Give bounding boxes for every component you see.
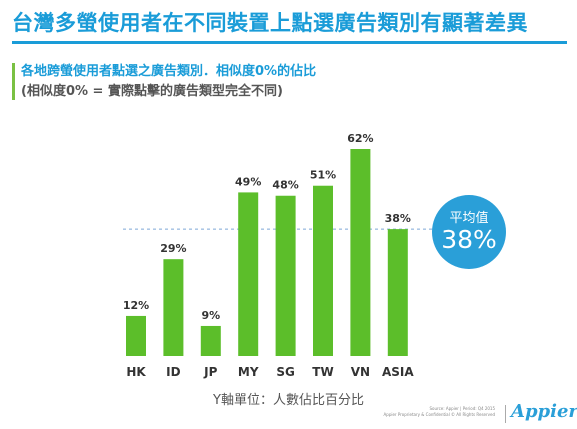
source-line: Source: Appier | Period: Q4 2015 <box>429 406 495 411</box>
data-label-sg: 48% <box>272 179 298 192</box>
y-axis-unit-note: Y軸單位：人數佔比百分比 <box>213 393 364 408</box>
data-label-asia: 38% <box>385 212 411 225</box>
x-tick-jp: JP <box>203 365 217 379</box>
x-tick-hk: HK <box>126 365 146 379</box>
bar-asia <box>387 229 408 356</box>
bar-vn <box>350 149 371 356</box>
average-badge-label: 平均值 <box>449 211 489 226</box>
chart-subtitle: 各地跨螢使用者點選之廣告類別．相似度0%的佔比 <box>21 64 317 79</box>
data-label-jp: 9% <box>201 309 220 322</box>
chart-subtitle-note: (相似度0% = 實際點擊的廣告類型完全不同) <box>21 84 283 99</box>
average-badge-value: 38% <box>441 225 497 254</box>
bar-jp <box>200 325 221 356</box>
copyright-line: Appier Proprietary & Confidential © All … <box>383 412 495 417</box>
data-label-tw: 51% <box>310 169 336 182</box>
bar-hk <box>126 315 146 356</box>
average-badge: 平均值 38% <box>432 195 506 269</box>
appier-logo: Appier <box>511 401 577 422</box>
data-label-vn: 62% <box>347 132 373 145</box>
bar-my <box>238 192 259 356</box>
x-tick-asia: ASIA <box>382 365 414 379</box>
logo-divider <box>505 405 506 423</box>
subtitle-accent-bar <box>12 63 15 100</box>
x-tick-vn: VN <box>351 365 370 379</box>
page-title: 台灣多螢使用者在不同裝置上點選廣告類別有顯著差異 <box>12 11 528 35</box>
data-label-id: 29% <box>160 242 186 255</box>
data-label-my: 49% <box>235 175 261 188</box>
source-note: Source: Appier | Period: Q4 2015 Appier … <box>384 406 495 418</box>
data-label-hk: 12% <box>123 299 149 312</box>
bar-id <box>163 259 184 356</box>
title-divider <box>12 41 567 44</box>
bar-sg <box>275 195 296 356</box>
x-tick-sg: SG <box>276 365 295 379</box>
bar-tw <box>313 185 333 356</box>
x-tick-tw: TW <box>312 365 333 379</box>
x-tick-id: ID <box>166 365 180 379</box>
x-tick-my: MY <box>238 365 259 379</box>
